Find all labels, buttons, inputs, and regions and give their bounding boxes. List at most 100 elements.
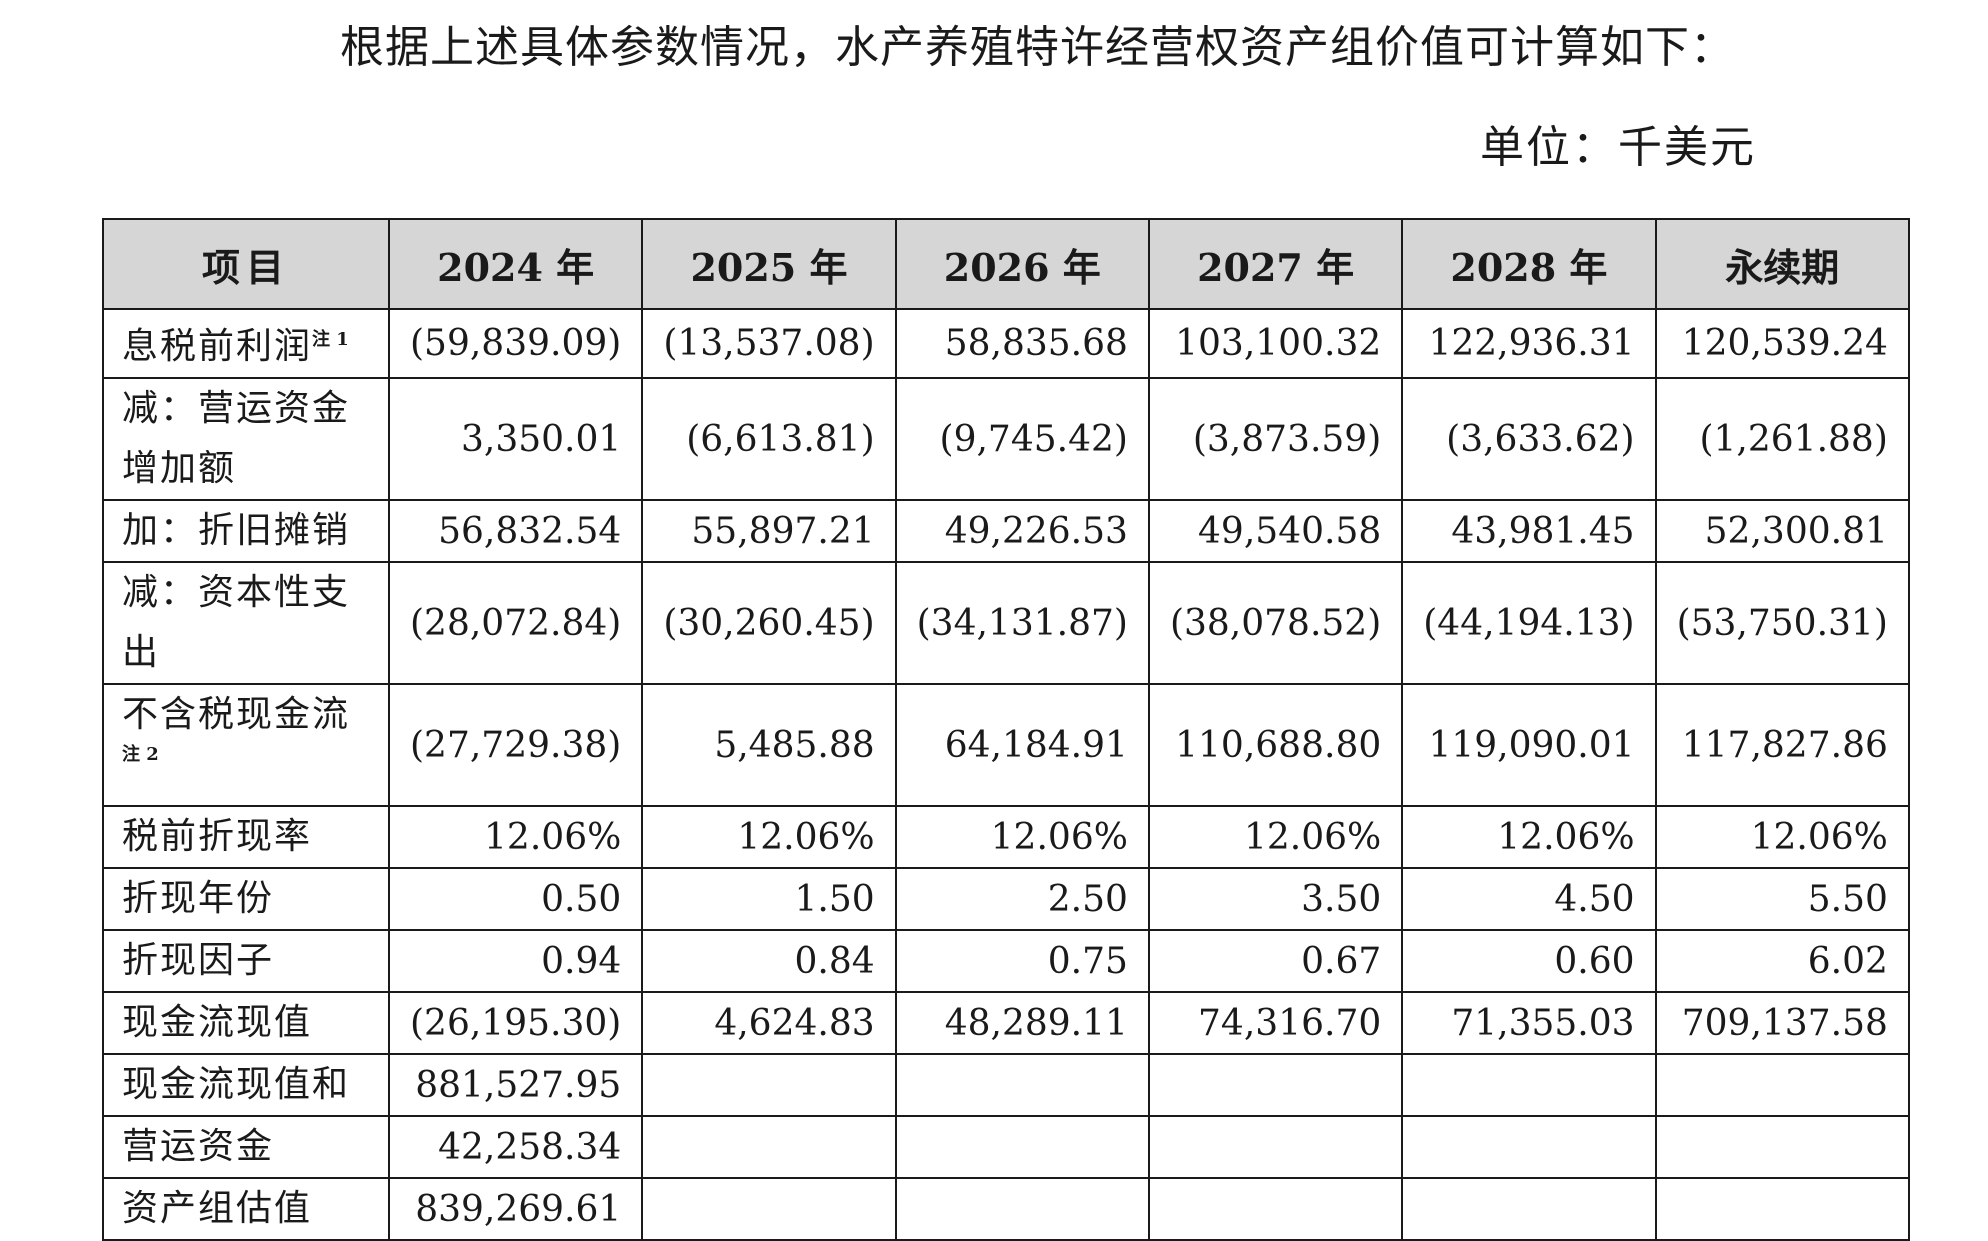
- header-2024: 2024 年: [387, 218, 644, 310]
- unit-label: 单位：千美元: [1480, 122, 1756, 173]
- table-cell: (34,131.87): [894, 561, 1150, 685]
- table-cell: (13,537.08): [641, 308, 897, 379]
- row-label: 减：营运资金增加额: [102, 377, 390, 501]
- table-cell: [1401, 1053, 1657, 1117]
- table-row: 现金流现值和 881,527.95: [102, 1053, 1910, 1117]
- table-header-row: 项目 2024 年 2025 年 2026 年 2027 年 2028 年 永续…: [102, 218, 1910, 310]
- table-row: 现金流现值 (26,195.30) 4,624.83 48,289.11 74,…: [102, 991, 1910, 1055]
- header-perpetuity: 永续期: [1654, 218, 1910, 310]
- table-cell: (9,745.42): [894, 377, 1150, 501]
- table-cell: 5.50: [1654, 867, 1910, 931]
- table-cell: (26,195.30): [387, 991, 644, 1055]
- table-cell: 1.50: [641, 867, 897, 931]
- row-label: 加：折旧摊销: [102, 499, 390, 563]
- row-label: 现金流现值和: [102, 1053, 390, 1117]
- table-cell: 2.50: [894, 867, 1150, 931]
- table-row: 加：折旧摊销 56,832.54 55,897.21 49,226.53 49,…: [102, 499, 1910, 563]
- table-cell: 64,184.91: [894, 683, 1150, 807]
- footnote-marker: 注 1: [312, 329, 349, 350]
- table-cell: (27,729.38): [387, 683, 644, 807]
- table-cell: (53,750.31): [1654, 561, 1910, 685]
- table-cell: [894, 1053, 1150, 1117]
- table-cell: 49,226.53: [894, 499, 1150, 563]
- table-cell: [894, 1115, 1150, 1179]
- table-cell: (38,078.52): [1147, 561, 1404, 685]
- table-cell: (6,613.81): [641, 377, 897, 501]
- table-row: 税前折现率 12.06% 12.06% 12.06% 12.06% 12.06%…: [102, 805, 1910, 869]
- table-cell: 0.67: [1147, 929, 1404, 993]
- table-cell: 12.06%: [1147, 805, 1404, 869]
- table-cell: [1147, 1177, 1404, 1241]
- header-2026: 2026 年: [894, 218, 1150, 310]
- table-cell: [641, 1115, 897, 1179]
- table-cell: 49,540.58: [1147, 499, 1404, 563]
- table-cell: 709,137.58: [1654, 991, 1910, 1055]
- table-cell: [1401, 1177, 1657, 1241]
- table-row: 息税前利润注 1 (59,839.09) (13,537.08) 58,835.…: [102, 308, 1910, 379]
- row-label: 折现年份: [102, 867, 390, 931]
- table-cell: [641, 1177, 897, 1241]
- table-cell: 0.60: [1401, 929, 1657, 993]
- row-label-text: 息税前利润: [122, 326, 313, 367]
- table-cell: [1147, 1053, 1404, 1117]
- table-row: 折现因子 0.94 0.84 0.75 0.67 0.60 6.02: [102, 929, 1910, 993]
- table-cell: 74,316.70: [1147, 991, 1404, 1055]
- table-cell: 122,936.31: [1401, 308, 1657, 379]
- table-cell: 0.94: [387, 929, 644, 993]
- row-label: 税前折现率: [102, 805, 390, 869]
- row-label: 息税前利润注 1: [102, 308, 390, 379]
- table-cell: [1401, 1115, 1657, 1179]
- table-row: 资产组估值 839,269.61: [102, 1177, 1910, 1241]
- table-cell: 0.84: [641, 929, 897, 993]
- table-cell: 4,624.83: [641, 991, 897, 1055]
- table-cell: [641, 1053, 897, 1117]
- table-cell: [1147, 1115, 1404, 1179]
- table-cell: 55,897.21: [641, 499, 897, 563]
- table-cell: 71,355.03: [1401, 991, 1657, 1055]
- table-cell: 3.50: [1147, 867, 1404, 931]
- table-cell: 12.06%: [387, 805, 644, 869]
- table-cell: 5,485.88: [641, 683, 897, 807]
- table-cell: (28,072.84): [387, 561, 644, 685]
- table-cell: 12.06%: [1654, 805, 1910, 869]
- table-cell: 58,835.68: [894, 308, 1150, 379]
- table-cell: 117,827.86: [1654, 683, 1910, 807]
- table-cell: 52,300.81: [1654, 499, 1910, 563]
- table-cell: 0.50: [387, 867, 644, 931]
- table-cell: 0.75: [894, 929, 1150, 993]
- table-row: 不含税现金流注 2 (27,729.38) 5,485.88 64,184.91…: [102, 683, 1910, 807]
- row-label: 现金流现值: [102, 991, 390, 1055]
- header-2027: 2027 年: [1147, 218, 1404, 310]
- table-cell: (3,633.62): [1401, 377, 1657, 501]
- table-cell: 103,100.32: [1147, 308, 1404, 379]
- table-cell: 4.50: [1401, 867, 1657, 931]
- table-cell: 43,981.45: [1401, 499, 1657, 563]
- table-cell: (59,839.09): [387, 308, 644, 379]
- table-row: 折现年份 0.50 1.50 2.50 3.50 4.50 5.50: [102, 867, 1910, 931]
- footnote-marker: 注 2: [122, 744, 159, 765]
- table-cell: 56,832.54: [387, 499, 644, 563]
- table-row: 减：营运资金增加额 3,350.01 (6,613.81) (9,745.42)…: [102, 377, 1910, 501]
- row-label-text: 不含税现金流: [122, 694, 351, 735]
- table-cell: (3,873.59): [1147, 377, 1404, 501]
- table-cell: 3,350.01: [387, 377, 644, 501]
- table-cell: [1654, 1115, 1910, 1179]
- table-row: 减：资本性支出 (28,072.84) (30,260.45) (34,131.…: [102, 561, 1910, 685]
- header-2028: 2028 年: [1401, 218, 1657, 310]
- row-label: 不含税现金流注 2: [102, 683, 390, 807]
- table-cell: 6.02: [1654, 929, 1910, 993]
- row-label: 营运资金: [102, 1115, 390, 1179]
- header-item: 项目: [102, 218, 390, 310]
- header-2025: 2025 年: [641, 218, 897, 310]
- row-label: 折现因子: [102, 929, 390, 993]
- table-cell: 120,539.24: [1654, 308, 1910, 379]
- valuation-table: 项目 2024 年 2025 年 2026 年 2027 年 2028 年 永续…: [102, 218, 1910, 1241]
- table-cell: 48,289.11: [894, 991, 1150, 1055]
- row-label: 减：资本性支出: [102, 561, 390, 685]
- table-cell: (30,260.45): [641, 561, 897, 685]
- table-cell: 12.06%: [894, 805, 1150, 869]
- table-cell: 12.06%: [1401, 805, 1657, 869]
- table-cell: 881,527.95: [387, 1053, 644, 1117]
- table-cell: 42,258.34: [387, 1115, 644, 1179]
- table-cell: [1654, 1177, 1910, 1241]
